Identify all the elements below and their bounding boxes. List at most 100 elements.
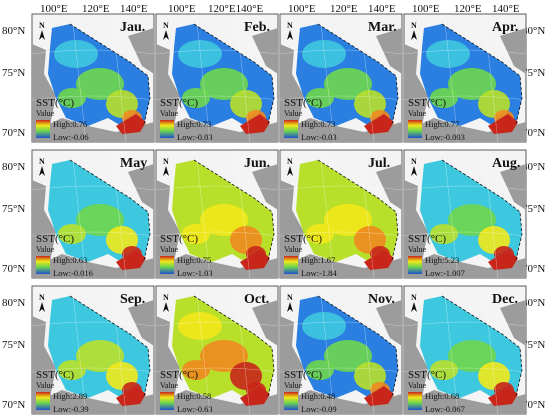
sea-boundary-dashed xyxy=(193,159,275,261)
legend-color-bar xyxy=(408,256,422,274)
land-northeast xyxy=(500,28,526,74)
lat-label-right: 75°N xyxy=(522,203,545,215)
meridian-line xyxy=(111,150,127,278)
lat-label-left: 75°N xyxy=(2,67,25,79)
land-northeast xyxy=(128,28,154,74)
month-label: Dec. xyxy=(492,292,518,307)
north-arrow-shape xyxy=(163,30,169,40)
land-northeast xyxy=(500,300,526,346)
legend-low-value: Low:-0.06 xyxy=(53,132,89,142)
warm-coastal-zone xyxy=(364,114,394,134)
parallel-line xyxy=(32,49,154,55)
lat-label-right: 80°N xyxy=(522,297,545,309)
lon-label-120-140: 120°E140°E xyxy=(208,3,264,15)
sst-region-4 xyxy=(58,360,86,380)
legend-low-value: Low:-0.016 xyxy=(53,268,93,278)
north-arrow-shape xyxy=(39,30,45,40)
parallel-line xyxy=(404,49,526,55)
top-longitude-labels: 100°E 120°E140°E xyxy=(168,3,264,15)
meridian-line xyxy=(195,150,211,278)
land-northeast xyxy=(376,300,402,346)
meridian-line xyxy=(111,286,127,414)
north-label: N xyxy=(39,293,45,302)
legend-low-value: Low:-0.067 xyxy=(425,404,465,414)
panel-content xyxy=(280,14,402,142)
lon-label-120: 120°E xyxy=(82,3,110,15)
legend-subtitle: Value xyxy=(284,381,303,390)
warm-coastal-zone xyxy=(488,114,518,134)
sst-region-1 xyxy=(200,340,248,372)
legend-high-value: High:0.58 xyxy=(177,391,211,401)
north-arrow-icon: N xyxy=(39,293,45,312)
north-label: N xyxy=(163,21,169,30)
parallel-line xyxy=(32,321,154,327)
north-label: N xyxy=(39,157,45,166)
sst-region-0 xyxy=(54,176,98,204)
meridian-line xyxy=(443,150,459,278)
lat-label-left: 75°N xyxy=(2,203,25,215)
meridian-line xyxy=(235,286,251,414)
parallel-line xyxy=(404,95,526,101)
meridian-line xyxy=(195,286,211,414)
sea-boundary-dashed xyxy=(317,23,399,125)
month-label: May xyxy=(120,156,147,171)
lat-label-right: 70°N xyxy=(522,127,545,139)
meridian-line xyxy=(483,14,499,142)
month-label: Oct. xyxy=(244,292,269,307)
land-northeast xyxy=(252,28,278,74)
parallel-line xyxy=(280,367,402,373)
sst-region-0 xyxy=(426,40,470,68)
parallel-line xyxy=(280,321,402,327)
lon-label-140: 140°E xyxy=(368,3,396,15)
land-south xyxy=(32,390,154,414)
sst-region-4 xyxy=(430,360,458,380)
sst-region-4 xyxy=(306,88,334,108)
lat-label-left: 70°N xyxy=(2,263,25,275)
panel-content xyxy=(156,286,278,414)
legend-low-value: Low:-0.03 xyxy=(301,132,337,142)
land-south xyxy=(32,254,154,278)
meridian-line xyxy=(443,286,459,414)
land-northeast xyxy=(376,28,402,74)
warm-coastal-zone xyxy=(116,114,146,134)
legend-subtitle: Value xyxy=(160,109,179,118)
sst-region-1 xyxy=(76,68,124,100)
panel-content xyxy=(156,14,278,142)
legend-title: SST(°C) xyxy=(408,97,446,109)
north-arrow-shape xyxy=(287,302,293,312)
meridian-line xyxy=(443,14,459,142)
land-south xyxy=(404,390,526,414)
legend-title: SST(°C) xyxy=(284,369,322,381)
panel-content xyxy=(280,286,402,414)
lon-label-140: 140°E xyxy=(120,3,148,15)
parallel-line xyxy=(156,321,278,327)
parallel-line xyxy=(32,367,154,373)
north-arrow-shape xyxy=(39,302,45,312)
parallel-line xyxy=(156,95,278,101)
lat-label-right: 80°N xyxy=(522,161,545,173)
panel-content xyxy=(32,14,154,142)
lon-label-100: 100°E xyxy=(168,3,196,15)
land-south xyxy=(280,118,402,142)
land-west xyxy=(156,316,180,404)
land-west xyxy=(280,316,304,404)
parallel-line xyxy=(280,95,402,101)
land-south xyxy=(32,118,154,142)
month-label: Feb. xyxy=(244,20,270,35)
legend-subtitle: Value xyxy=(160,245,179,254)
panel-content xyxy=(280,150,402,278)
legend-high-value: High:5.23 xyxy=(425,255,459,265)
north-arrow-icon: N xyxy=(287,293,293,312)
legend-title: SST(°C) xyxy=(160,233,198,245)
land-south xyxy=(280,254,402,278)
sst-region-4 xyxy=(430,224,458,244)
meridian-line xyxy=(319,14,335,142)
legend-low-value: Low:-1.03 xyxy=(177,268,213,278)
